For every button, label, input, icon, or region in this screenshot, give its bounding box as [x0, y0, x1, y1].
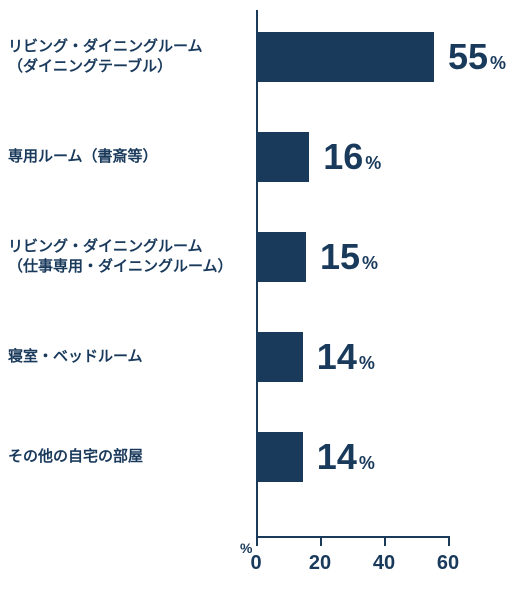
- x-tick: [448, 536, 450, 546]
- bar-value: 16%: [323, 139, 381, 175]
- bar-value: 14%: [317, 439, 375, 475]
- bar-value: 15%: [320, 239, 378, 275]
- x-tick-label: 40: [373, 552, 395, 575]
- bar-row: リビング・ダイニングルーム（ダイニングテーブル） 55%: [0, 32, 506, 82]
- bar: [258, 432, 303, 482]
- bar-row: 寝室・ベッドルーム 14%: [0, 332, 506, 382]
- horizontal-bar-chart: % リビング・ダイニングルーム（ダイニングテーブル）55%専用ルーム（書斎等）1…: [0, 0, 506, 590]
- x-tick: [256, 536, 258, 546]
- bar-label: リビング・ダイニングルーム（ダイニングテーブル）: [0, 37, 246, 78]
- bar-row: リビング・ダイニングルーム（仕事専用・ダイニングルーム） 15%: [0, 232, 506, 282]
- bar: [258, 232, 306, 282]
- bar: [258, 32, 434, 82]
- x-tick-label: 0: [250, 552, 261, 575]
- x-axis-line: [256, 536, 450, 538]
- bar: [258, 332, 303, 382]
- x-tick: [320, 536, 322, 546]
- bar: [258, 132, 309, 182]
- bar-value: 55%: [448, 39, 506, 75]
- bar-value: 14%: [317, 339, 375, 375]
- x-tick-label: 60: [437, 552, 459, 575]
- bar-label: その他の自宅の部屋: [0, 447, 246, 467]
- bar-label: リビング・ダイニングルーム（仕事専用・ダイニングルーム）: [0, 237, 246, 278]
- bar-label: 寝室・ベッドルーム: [0, 347, 246, 367]
- bar-row: その他の自宅の部屋 14%: [0, 432, 506, 482]
- bar-row: 専用ルーム（書斎等） 16%: [0, 132, 506, 182]
- x-tick: [384, 536, 386, 546]
- x-tick-label: 20: [309, 552, 331, 575]
- bar-label: 専用ルーム（書斎等）: [0, 147, 246, 167]
